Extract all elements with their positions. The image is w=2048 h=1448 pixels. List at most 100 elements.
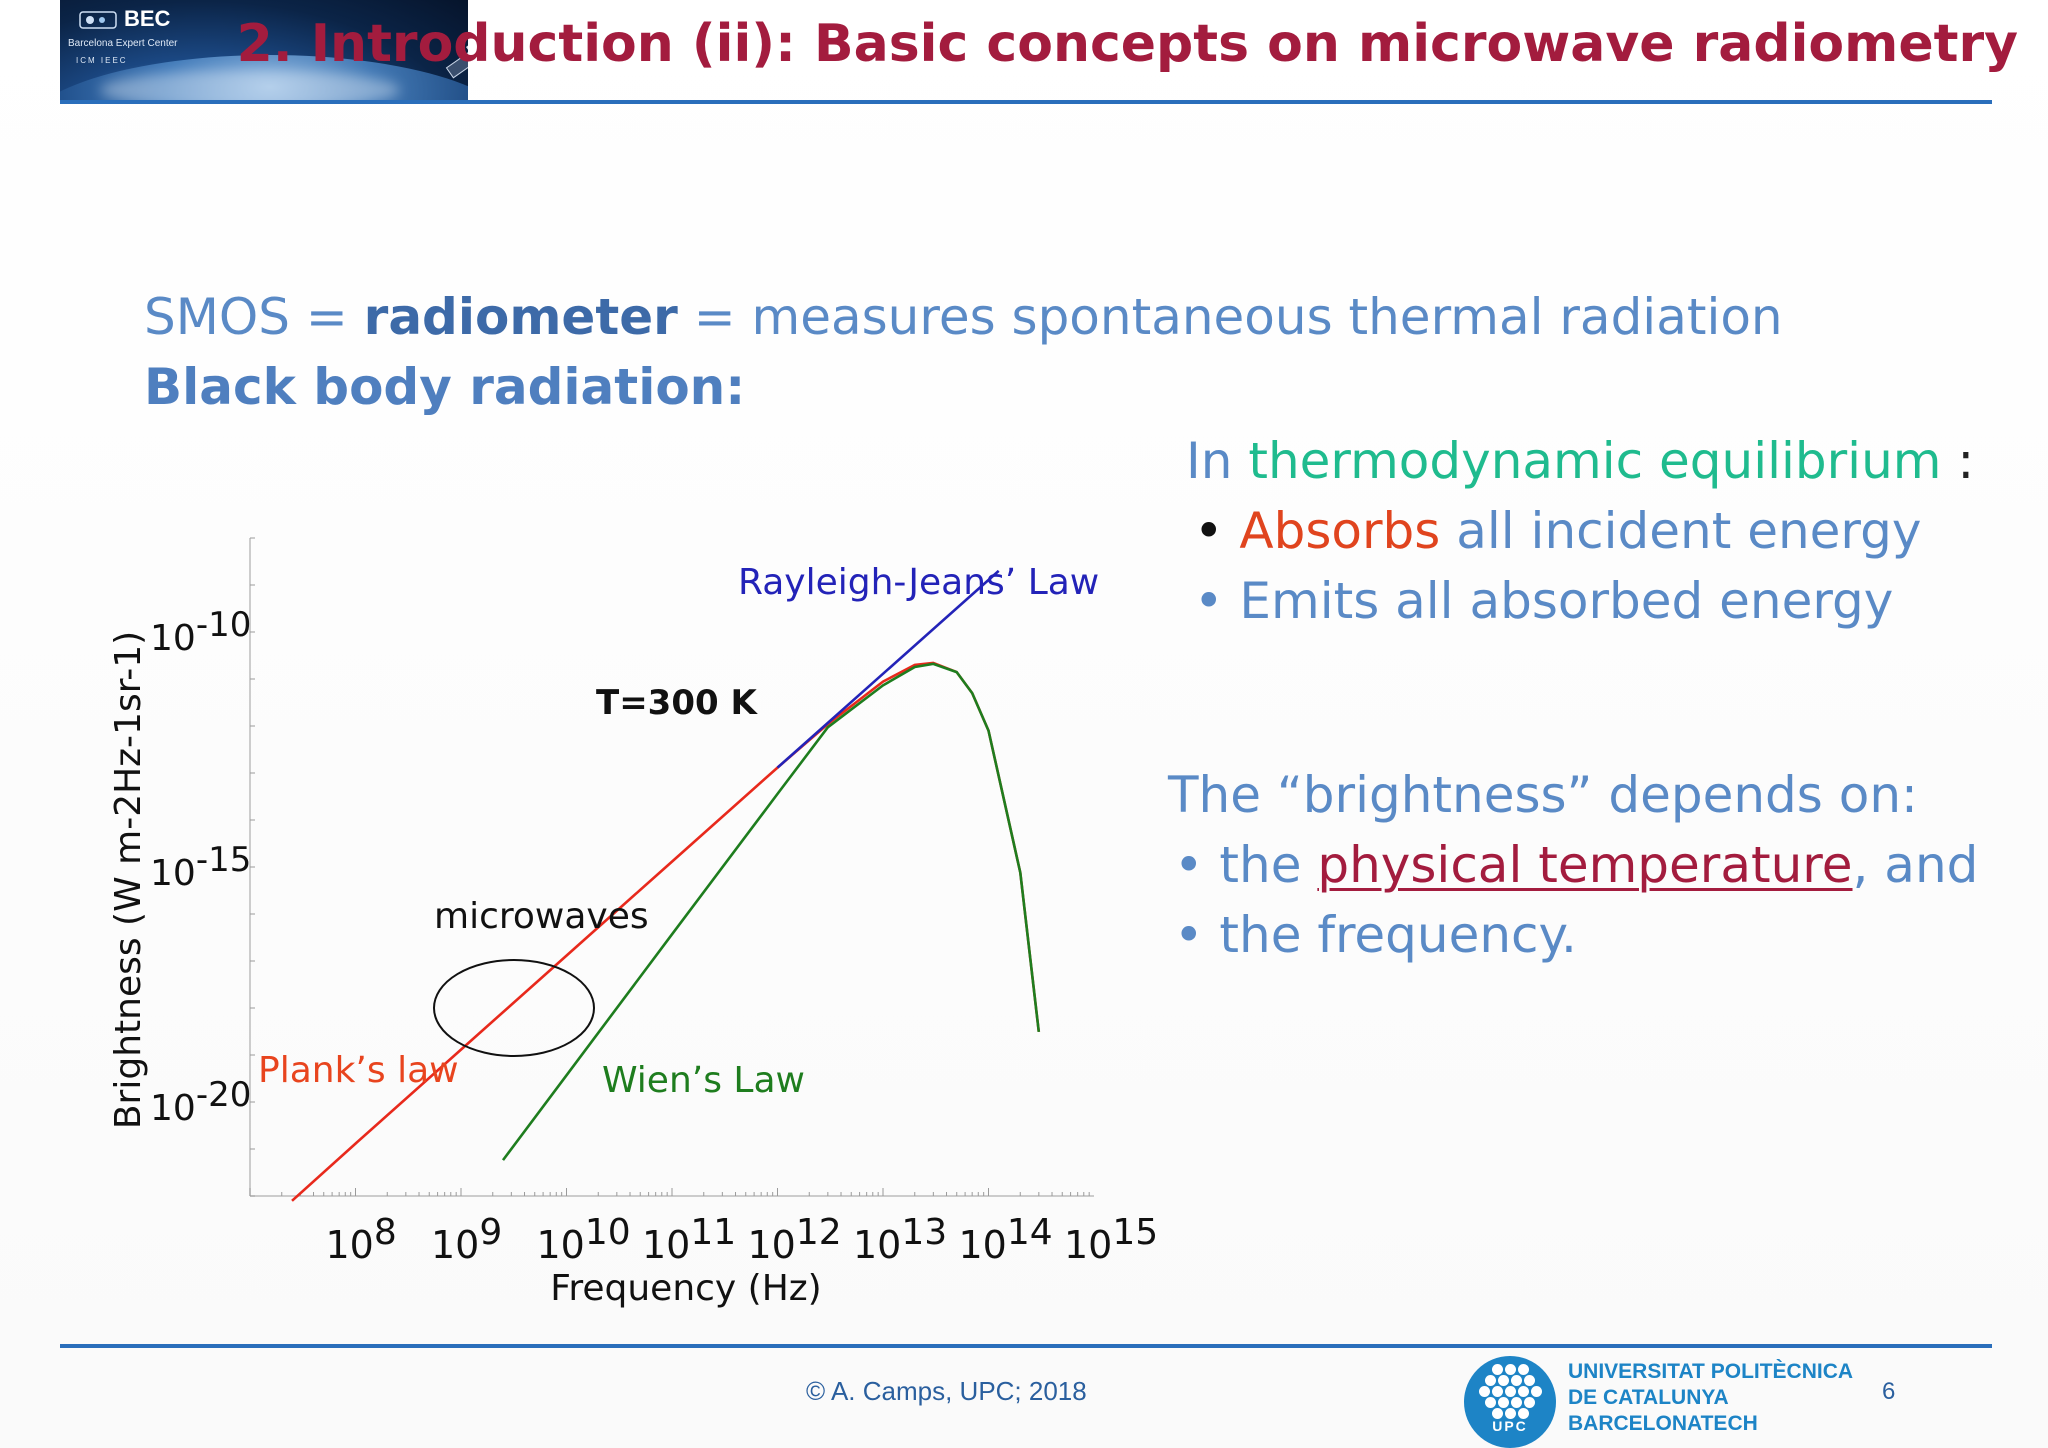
x-axis-title: Frequency (Hz) (550, 1268, 821, 1309)
satellite-icon (445, 31, 468, 79)
y-tick-exponent: -20 (196, 1075, 252, 1115)
copyright-text: © A. Camps, UPC; 2018 (806, 1376, 1087, 1406)
equilibrium-colon: : (1941, 432, 1975, 490)
microwaves-ellipse (433, 959, 595, 1057)
x-tick-base: 10 (959, 1223, 1007, 1267)
upc-dot (1478, 1386, 1490, 1397)
equilibrium-prefix: In (1186, 432, 1249, 490)
absorbs-term: Absorbs (1239, 502, 1441, 560)
x-tick-base: 10 (326, 1223, 374, 1267)
x-tick-exponent: 10 (585, 1212, 631, 1253)
brightness-bullet-2: • the frequency. (1174, 906, 1577, 964)
x-tick-exponent: 13 (901, 1212, 947, 1253)
upc-dot (1485, 1375, 1496, 1386)
brightness-heading: The “brightness” depends on: (1168, 766, 1918, 824)
upc-dot (1498, 1375, 1509, 1386)
upc-dot (1517, 1408, 1529, 1419)
logo-brand: BEC (124, 6, 171, 31)
bullet-dot: • (1194, 502, 1224, 560)
upc-dot (1491, 1364, 1503, 1375)
logo-subtitle: Barcelona Expert Center (68, 38, 178, 49)
x-tick-base: 10 (642, 1223, 690, 1267)
upc-dot (1504, 1364, 1516, 1375)
x-tick-exponent: 11 (690, 1212, 736, 1253)
y-tick-base: 10 (150, 853, 196, 894)
temperature-prefix: the (1219, 836, 1318, 894)
radiometer-term: radiometer (363, 288, 678, 346)
x-tick-base: 10 (537, 1223, 585, 1267)
plank-law-label: Plank’s law (258, 1050, 459, 1091)
upc-dot (1517, 1386, 1529, 1397)
x-tick-label: 1010 (537, 1212, 631, 1267)
temperature-suffix: , and (1852, 836, 1979, 894)
equilibrium-bullet-2: • Emits all absorbed energy (1194, 572, 1893, 630)
x-tick-exponent: 12 (796, 1212, 842, 1253)
wien-law-label: Wien’s Law (602, 1060, 805, 1101)
x-tick-label: 109 (431, 1212, 502, 1267)
microwaves-annotation: microwaves (434, 896, 649, 937)
upc-dot (1498, 1397, 1509, 1408)
upc-dot (1491, 1386, 1503, 1397)
frequency-text: the frequency. (1219, 906, 1577, 964)
chart-series (291, 569, 1041, 1202)
upc-dot (1491, 1408, 1503, 1419)
upc-dot (1517, 1364, 1529, 1375)
upc-dot (1524, 1397, 1535, 1408)
x-tick-label: 1015 (1064, 1212, 1158, 1267)
upc-dot (1530, 1386, 1542, 1397)
smos-prefix: SMOS = (144, 288, 364, 346)
chart-axes (249, 537, 1094, 1197)
temperature-annotation: T=300 K (596, 683, 758, 723)
university-name-line3: BARCELONATECH (1568, 1412, 1758, 1435)
x-tick-exponent: 15 (1112, 1212, 1158, 1253)
y-tick-exponent: -15 (196, 840, 252, 880)
header-divider (60, 100, 1992, 104)
x-tick-base: 10 (1064, 1223, 1112, 1267)
y-axis-title: Brightness (W m-2Hz-1sr-1) (108, 631, 149, 1129)
physical-temperature-link[interactable]: physical temperature (1317, 836, 1853, 894)
bullet-dot: • (1174, 906, 1204, 964)
upc-dot (1504, 1386, 1516, 1397)
upc-dot (1511, 1397, 1522, 1408)
emits-text: Emits all absorbed energy (1239, 572, 1894, 630)
y-tick-label: 10-20 (150, 1075, 251, 1129)
x-tick-exponent: 14 (1007, 1212, 1053, 1253)
equilibrium-bullet-1: • Absorbs all incident energy (1194, 502, 1921, 560)
brightness-bullet-1: • the physical temperature, and (1174, 836, 1978, 894)
rayleigh-jeans-series (776, 569, 1000, 769)
x-tick-label: 1011 (642, 1212, 736, 1267)
plank-law-series (291, 661, 1041, 1202)
x-tick-exponent: 8 (374, 1212, 397, 1253)
upc-dot (1485, 1397, 1496, 1408)
equilibrium-heading: In thermodynamic equilibrium : (1186, 432, 1974, 490)
bullet-dot: • (1174, 836, 1204, 894)
black-body-heading: Black body radiation: (144, 358, 746, 416)
x-tick-label: 1014 (959, 1212, 1053, 1267)
x-tick-base: 10 (853, 1223, 901, 1267)
y-tick-label: 10-10 (150, 605, 251, 659)
x-tick-label: 1012 (748, 1212, 842, 1267)
bec-emblem-icon (79, 11, 117, 29)
y-tick-base: 10 (150, 618, 196, 659)
x-tick-base: 10 (748, 1223, 796, 1267)
wien-law-series (501, 662, 1041, 1161)
upc-dot (1511, 1375, 1522, 1386)
logo-partners: ICM IEEC (76, 56, 128, 65)
x-tick-exponent: 9 (479, 1212, 502, 1253)
bullet-dot: • (1194, 572, 1224, 630)
x-tick-label: 1013 (853, 1212, 947, 1267)
y-tick-label: 10-15 (150, 840, 251, 894)
upc-dot (1504, 1408, 1516, 1419)
x-tick-base: 10 (431, 1223, 479, 1267)
equilibrium-term: thermodynamic equilibrium (1248, 432, 1942, 490)
upc-letters: UPC (1492, 1418, 1528, 1434)
slide-title: 2. Introduction (ii): Basic concepts on … (236, 14, 2018, 74)
y-tick-base: 10 (150, 1088, 196, 1129)
cloud-image (100, 70, 400, 100)
y-tick-exponent: -10 (196, 605, 252, 645)
bec-logo: BEC Barcelona Expert Center ICM IEEC (60, 0, 468, 100)
chart-labels: 108 109 1010 1011 1012 1013 1014 101510-1010-15… (108, 562, 1158, 1309)
university-name-line2: DE CATALUNYA (1568, 1386, 1729, 1409)
upc-logo: UPC (1464, 1356, 1556, 1448)
